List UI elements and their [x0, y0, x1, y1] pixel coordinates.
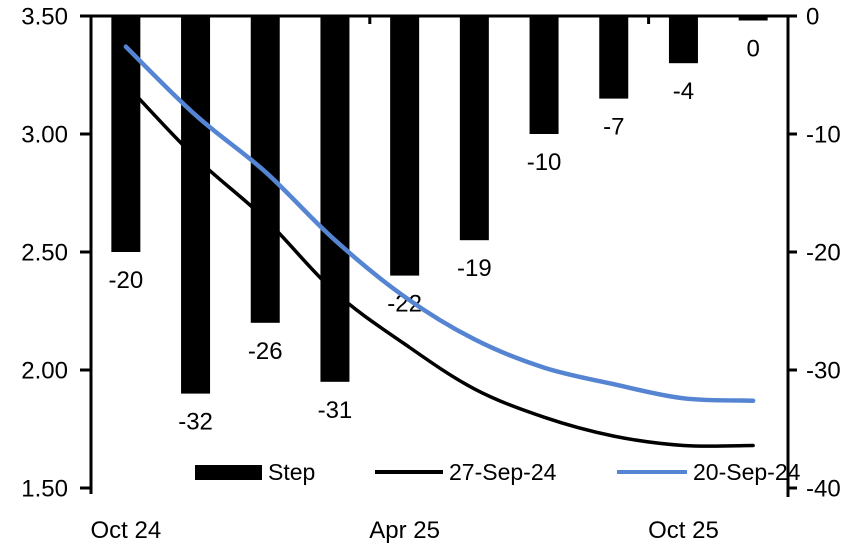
- bar-data-label: 0: [746, 36, 759, 63]
- legend-line-swatch-blue: [617, 469, 687, 475]
- left-axis-tick-label: 3.00: [21, 122, 68, 149]
- bar-step-7: [599, 16, 629, 99]
- legend-label-20-sep-24: 20-Sep-24: [693, 459, 801, 485]
- legend-bar-swatch: [195, 464, 262, 480]
- right-axis-tick-label: -30: [806, 358, 841, 385]
- right-axis-tick-label: -40: [806, 476, 841, 503]
- x-axis-label: Oct 24: [90, 517, 161, 544]
- legend-entry-27-sep-24: 27-Sep-24: [375, 458, 556, 486]
- legend-line-swatch-black: [375, 470, 443, 474]
- x-axis-label: Apr 25: [369, 517, 440, 544]
- line-series-27-sep-24: [124, 82, 755, 448]
- legend-entry-20-sep-24: 20-Sep-24: [617, 458, 800, 486]
- bar-step-6: [529, 16, 559, 134]
- bar-data-label: -7: [603, 114, 624, 141]
- bar-data-label: -4: [673, 78, 694, 105]
- bar-data-label: -20: [109, 267, 144, 294]
- legend-label-27-sep-24: 27-Sep-24: [449, 459, 557, 485]
- bar-data-label: -32: [178, 409, 213, 436]
- bar-step-8: [668, 16, 698, 64]
- bar-step-0: [111, 16, 141, 252]
- legend-entry-step: Step: [195, 458, 315, 486]
- bar-data-label: -31: [318, 397, 353, 424]
- line-series-20-sep-24: [123, 44, 756, 403]
- bar-data-label: -19: [457, 255, 492, 282]
- right-axis-tick-label: 0: [806, 4, 819, 31]
- bar-step-4: [390, 16, 420, 276]
- bar-step-5: [459, 16, 489, 241]
- bar-step-9: [738, 16, 768, 21]
- left-axis-tick-label: 3.50: [21, 4, 68, 31]
- left-axis-tick-label: 2.00: [21, 358, 68, 385]
- left-axis-tick-label: 2.50: [21, 240, 68, 267]
- right-axis-tick-label: -10: [806, 122, 841, 149]
- x-axis-label: Oct 25: [648, 517, 719, 544]
- right-axis-tick-label: -20: [806, 240, 841, 267]
- bar-data-label: -26: [248, 338, 283, 365]
- bar-step-1: [181, 16, 211, 394]
- left-axis-tick-label: 1.50: [21, 476, 68, 503]
- legend-label-step: Step: [268, 459, 316, 485]
- bar-data-label: -10: [527, 149, 562, 176]
- bar-step-3: [320, 16, 350, 382]
